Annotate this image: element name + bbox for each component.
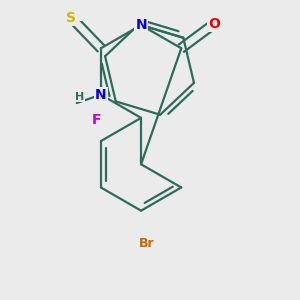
Text: N: N — [95, 88, 107, 102]
Text: S: S — [66, 11, 76, 25]
Text: Br: Br — [139, 237, 154, 250]
Text: O: O — [208, 17, 220, 31]
Text: H: H — [75, 92, 84, 102]
Text: F: F — [92, 113, 101, 127]
Text: N: N — [135, 18, 147, 32]
